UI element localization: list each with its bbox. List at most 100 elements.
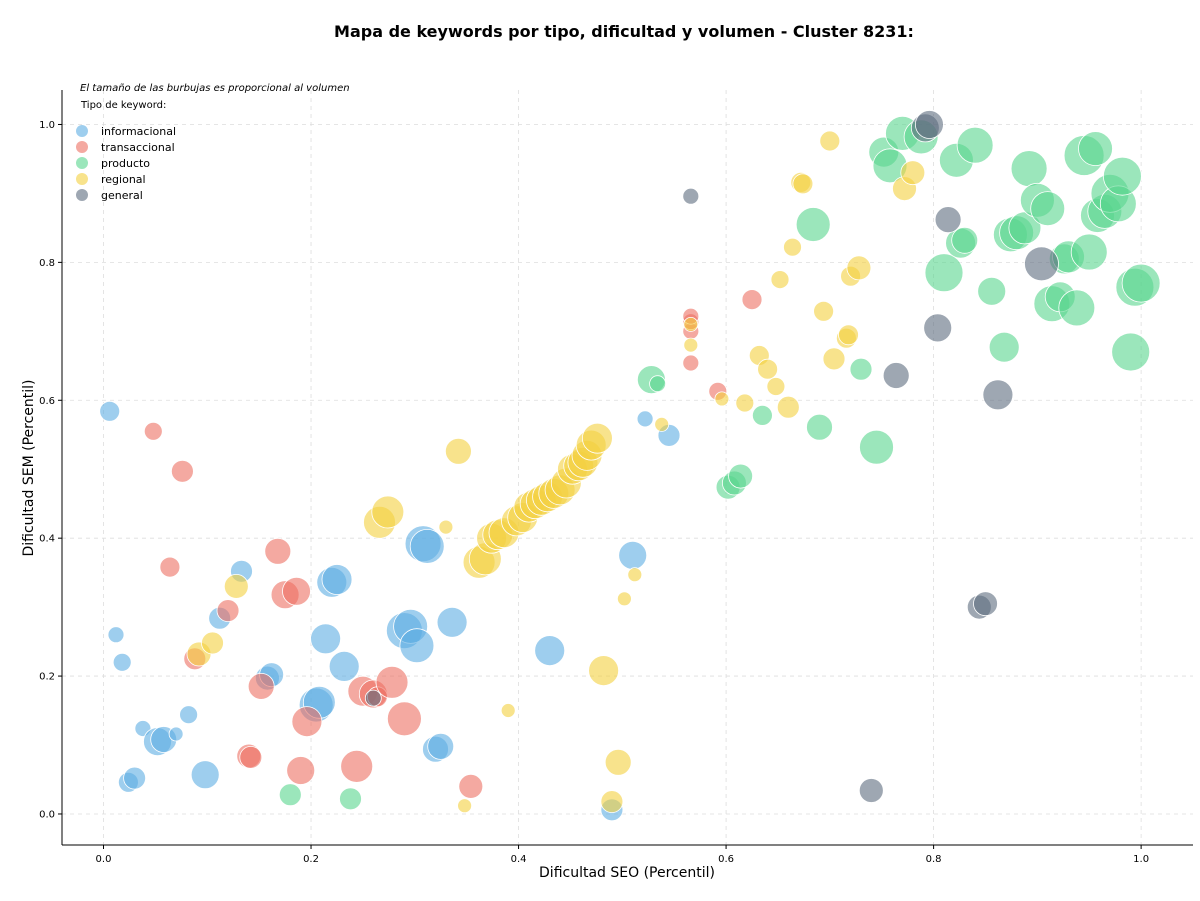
bubble-regional [604, 748, 632, 776]
legend-label-transaccional: transaccional [101, 141, 175, 154]
x-tick-label: 0.8 [926, 854, 942, 865]
bubble-producto [728, 463, 753, 489]
bubble-producto [849, 357, 873, 381]
legend-marker-producto [76, 157, 88, 169]
bubble-informacional [534, 635, 566, 666]
bubble-informacional [310, 623, 342, 655]
axes [61, 90, 1193, 846]
bubble-transaccional [375, 665, 409, 699]
bubble-informacional [107, 626, 125, 644]
bubble-regional [438, 519, 454, 535]
bubble-regional [683, 316, 699, 332]
bubble-informacional [123, 766, 147, 790]
bubble-informacional [328, 651, 360, 682]
legend-marker-transaccional [76, 141, 88, 153]
grid-lines [62, 90, 1193, 845]
bubble-producto [1111, 332, 1151, 372]
bubble-transaccional [264, 537, 292, 565]
bubble-regional [714, 391, 730, 407]
bubble-general [934, 206, 962, 234]
bubble-regional [846, 255, 872, 281]
bubble-informacional [112, 652, 132, 672]
bubble-regional [654, 416, 670, 432]
bubble-transaccional [282, 576, 311, 606]
bubble-producto [951, 226, 979, 254]
bubble-general [915, 110, 944, 139]
bubble-transaccional [286, 756, 316, 785]
bubble-general [682, 187, 700, 205]
bubble-regional [223, 574, 249, 599]
bubble-producto [1070, 233, 1108, 271]
bubble-producto [795, 207, 831, 242]
bubble-producto [649, 375, 666, 393]
bubble-producto [1121, 263, 1161, 303]
bubble-informacional [436, 606, 468, 638]
bubble-general [882, 362, 910, 389]
bubble-transaccional [741, 289, 763, 311]
bubble-general [858, 778, 884, 803]
bubble-informacional [636, 410, 654, 428]
bubble-regional [600, 790, 624, 813]
y-tick-label: 0.6 [39, 396, 55, 407]
bubble-informacional [99, 400, 121, 422]
bubble-regional [819, 130, 841, 152]
bubble-producto [1030, 191, 1066, 227]
bubble-producto [1103, 156, 1142, 196]
bubble-regional [500, 703, 516, 718]
y-tick-label: 0.4 [39, 534, 55, 545]
bubble-regional [617, 591, 632, 607]
bubble-transaccional [170, 459, 194, 483]
bubble-regional [457, 798, 473, 814]
bubble-informacional [179, 705, 199, 725]
y-axis-label: Dificultad SEM (Percentil) [21, 380, 37, 557]
x-tick-label: 0.4 [511, 854, 527, 865]
bubble-regional [735, 393, 755, 413]
bubble-regional [588, 655, 619, 686]
bubble-producto [924, 253, 964, 293]
bubble-transaccional [159, 556, 181, 578]
x-axis-label: Dificultad SEO (Percentil) [539, 865, 715, 881]
legend-label-regional: regional [101, 173, 146, 186]
bubble-transaccional [682, 354, 700, 372]
x-ticks: 0.0 0.2 0.4 0.6 0.8 1.0 [96, 845, 1149, 865]
bubble-regional [776, 395, 800, 419]
bubble-regional [757, 358, 778, 380]
x-tick-label: 1.0 [1133, 854, 1149, 865]
bubble-general [923, 313, 953, 343]
bubble-producto [1010, 150, 1048, 188]
bubble-transaccional [340, 750, 374, 783]
bubble-transaccional [386, 701, 422, 737]
bubble-producto [956, 126, 994, 164]
bubble-informacional [321, 564, 353, 595]
y-tick-label: 0.2 [39, 672, 55, 683]
bubble-regional [838, 324, 859, 346]
bubble-producto [859, 429, 894, 465]
chart-title: Mapa de keywords por tipo, dificultad y … [334, 22, 914, 41]
bubble-transaccional [216, 599, 240, 622]
bubble-regional [683, 337, 699, 353]
bubble-producto [977, 276, 1007, 306]
legend-label-general: general [101, 189, 143, 202]
bubble-regional [813, 300, 834, 322]
x-tick-label: 0.6 [718, 854, 734, 865]
y-ticks: 0.0 0.2 0.4 0.6 0.8 1.0 [39, 120, 62, 820]
bubble-regional [822, 347, 846, 371]
bubble-regional [201, 631, 224, 655]
x-tick-label: 0.0 [96, 854, 112, 865]
bubble-regional [371, 495, 405, 529]
bubble-informacional [409, 529, 445, 564]
bubble-general [973, 591, 998, 617]
x-tick-label: 0.2 [303, 854, 319, 865]
legend-marker-regional [76, 173, 88, 185]
bubble-regional [582, 422, 613, 454]
legend-label-producto: producto [101, 157, 150, 170]
legend-label-informacional: informacional [101, 125, 176, 138]
y-tick-label: 1.0 [39, 120, 55, 131]
bubble-informacional [399, 628, 435, 664]
legend-marker-informacional [76, 125, 88, 137]
bubble-general [364, 689, 382, 707]
bubble-general [1024, 246, 1059, 282]
bubbles-layer [99, 110, 1161, 822]
bubble-regional [770, 270, 790, 290]
